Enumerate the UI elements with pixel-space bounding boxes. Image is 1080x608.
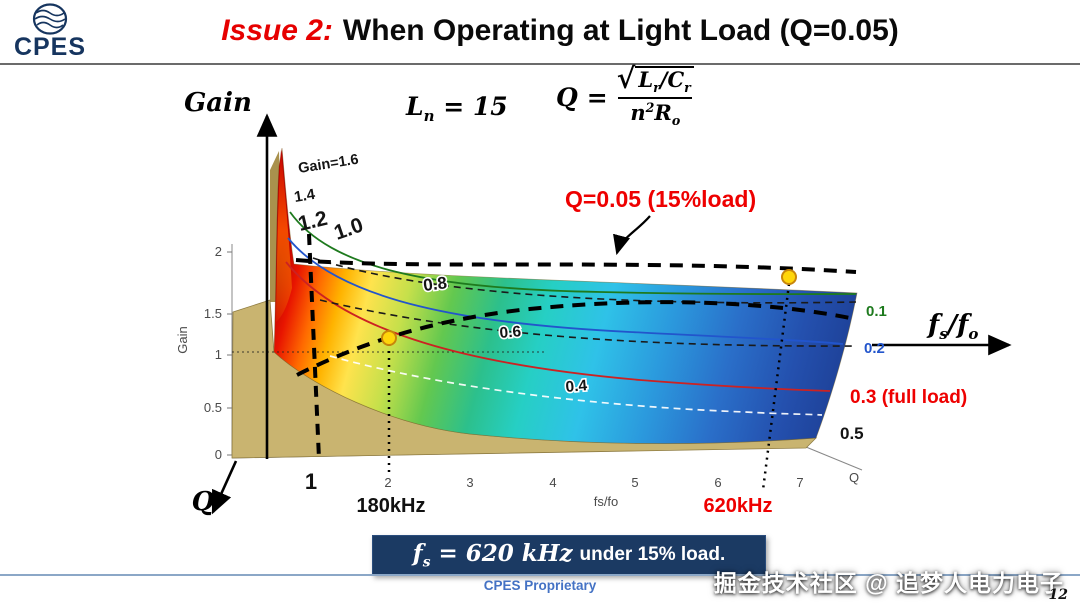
- matlab-z-ticks: [227, 251, 232, 456]
- xtick: 6: [714, 475, 721, 490]
- trajectory-dashed-curve: [296, 300, 851, 377]
- q-label-0.1: 0.1: [866, 303, 887, 320]
- ln-rhs: = 15: [434, 92, 508, 121]
- title-issue: Issue 2:: [221, 14, 333, 47]
- page-number: 12: [1048, 587, 1068, 603]
- contour-label-1.2: 1.2: [296, 207, 330, 236]
- xtick: 3: [466, 475, 473, 490]
- ytick: 0.5: [204, 400, 222, 415]
- logo-globe-icon: [32, 3, 68, 35]
- q-label-0.3-full-load: 0.3 (full load): [850, 387, 967, 408]
- q-fraction: √ Lr/Cr n2Ro: [616, 61, 694, 129]
- contour-label-0.4: 0.4: [565, 377, 588, 396]
- ytick: 1: [215, 347, 222, 362]
- ytick: 2: [215, 244, 222, 259]
- q-equals: =: [586, 82, 608, 112]
- ln-base: L: [406, 92, 424, 121]
- ln-sub: n: [423, 107, 435, 125]
- xtick: 5: [631, 475, 638, 490]
- header-divider: [0, 63, 1080, 65]
- q-label-0.5: 0.5: [840, 424, 864, 443]
- fsfo-one-label: 1: [305, 469, 317, 494]
- conclusion-text: under 15% load.: [579, 544, 726, 565]
- operating-point-180khz: [381, 330, 397, 346]
- slide-title: Issue 2: When Operating at Light Load (Q=…: [100, 14, 1020, 48]
- contour-label-0.6: 0.6: [499, 323, 522, 342]
- logo-waves-icon: [34, 9, 66, 29]
- q-numerator: √ Lr/Cr: [616, 61, 694, 97]
- q-radicand: Lr/Cr: [635, 66, 694, 96]
- ytick: 0: [215, 447, 222, 462]
- matlab-qlabel: Q: [849, 470, 859, 485]
- contour-label-0.8: 0.8: [422, 273, 448, 295]
- footer-divider: [0, 574, 1080, 576]
- q005-annotation: Q=0.05 (15%load): [565, 186, 756, 212]
- watermark: 掘金技术社区 @ 追梦人电力电子: [713, 570, 1064, 596]
- ytick: 1.5: [204, 306, 222, 321]
- fsfo-axis-label: fs/fo: [926, 310, 978, 343]
- q-denominator: n2Ro: [618, 96, 693, 129]
- freq-620khz-label: 620kHz: [704, 495, 773, 517]
- matlab-xlabel: fs/fo: [594, 494, 619, 509]
- xtick: 2: [384, 475, 391, 490]
- title-text: When Operating at Light Load (Q=0.05): [342, 14, 899, 47]
- q-slice-0.1: [289, 211, 857, 296]
- q-label-0.2: 0.2: [864, 340, 885, 357]
- contour-label-1.4: 1.4: [293, 186, 317, 206]
- q-lhs: Q: [556, 82, 578, 112]
- matlab-q-axis: [805, 446, 863, 471]
- cpes-logo: CPES: [6, 2, 94, 67]
- conclusion-box: fs = 620 kHz under 15% load.: [372, 535, 766, 575]
- gain-contour-0.8-curve: [312, 257, 857, 304]
- resonant-peak: [276, 150, 292, 322]
- gain-contour-0.4-curve: [329, 355, 823, 416]
- gain-contour-0.6-curve: [319, 299, 857, 347]
- matlab-ylabel: Gain: [175, 326, 190, 353]
- radical-sign: √: [616, 61, 636, 95]
- contour-label-1.6: Gain=1.6: [297, 152, 360, 177]
- q005-callout-arrow: [613, 215, 651, 256]
- gain-surface: [273, 147, 858, 444]
- q-axis-label: Q: [192, 487, 215, 517]
- conclusion-math: fs = 620 kHz: [412, 539, 573, 571]
- xtick: 7: [796, 475, 803, 490]
- q-slice-0.3: [285, 261, 831, 392]
- q005-gain-curve: [295, 258, 857, 274]
- q-slice-0.2: [287, 237, 844, 345]
- freq-180khz-label: 180kHz: [357, 495, 426, 517]
- footer-proprietary: CPES Proprietary: [483, 578, 597, 593]
- equation-q: Q = √ Lr/Cr n2Ro: [556, 61, 694, 129]
- q-axis-arrow: [211, 460, 238, 515]
- gain-axis-label: Gain: [184, 88, 252, 118]
- xtick: 4: [549, 475, 556, 490]
- logo-text: CPES: [14, 33, 86, 61]
- equation-ln: Ln = 15: [406, 92, 508, 125]
- operating-point-620khz: [781, 269, 797, 285]
- contour-label-1.0: 1.0: [331, 213, 366, 244]
